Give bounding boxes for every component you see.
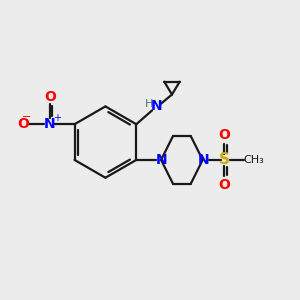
- Text: O: O: [44, 91, 56, 104]
- Text: O: O: [218, 128, 230, 142]
- Text: N: N: [44, 117, 56, 131]
- Text: N: N: [150, 99, 162, 113]
- Text: O: O: [218, 178, 230, 192]
- Text: N: N: [155, 153, 167, 167]
- Text: O: O: [17, 117, 29, 131]
- Text: −: −: [22, 112, 32, 122]
- Text: CH₃: CH₃: [244, 155, 265, 165]
- Text: H: H: [145, 99, 153, 110]
- Text: S: S: [219, 152, 230, 167]
- Text: N: N: [198, 153, 209, 167]
- Text: +: +: [53, 113, 61, 123]
